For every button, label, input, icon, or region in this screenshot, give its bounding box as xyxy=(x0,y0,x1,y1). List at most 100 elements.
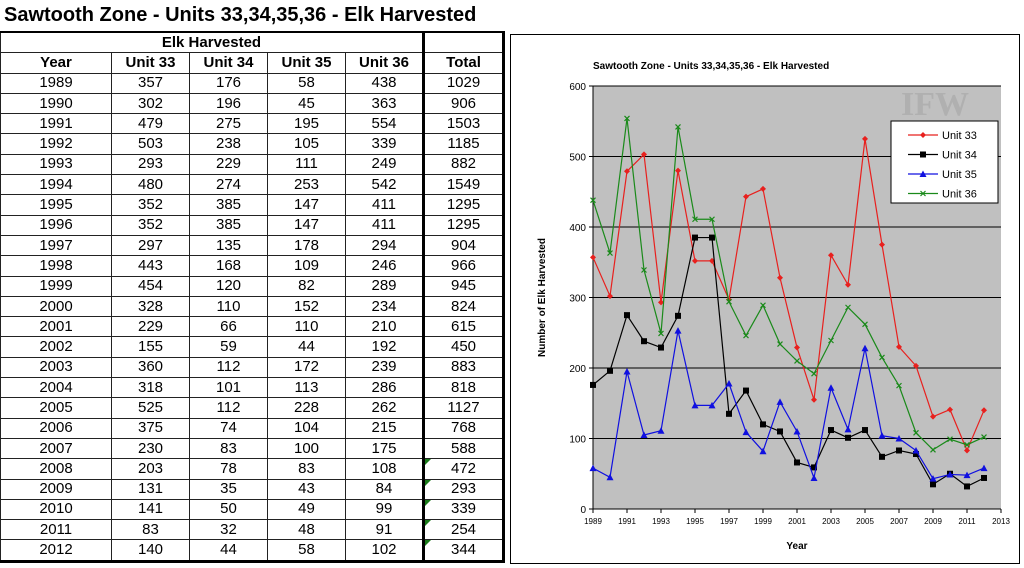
data-point-unit-35 xyxy=(725,380,733,387)
table-cell: 1295 xyxy=(446,196,481,214)
table-cell: 542 xyxy=(371,175,397,193)
data-point-unit-34 xyxy=(879,453,885,460)
table-cell: 229 xyxy=(137,317,164,335)
y-tick-label: 100 xyxy=(569,435,586,446)
data-point-unit-33 xyxy=(845,281,851,288)
table-cell: 78 xyxy=(220,459,237,477)
data-point-unit-34 xyxy=(743,387,749,394)
table-cell: 83 xyxy=(142,520,159,538)
data-point-unit-34 xyxy=(811,464,817,471)
table-row: 2010 141 50 49 99 339 xyxy=(0,498,505,521)
data-point-unit-34 xyxy=(964,483,970,490)
data-point-unit-36 xyxy=(692,216,698,223)
data-point-unit-33 xyxy=(879,241,885,248)
data-point-unit-35 xyxy=(946,470,954,478)
data-point-unit-34 xyxy=(794,459,800,466)
table-cell: 352 xyxy=(137,216,164,234)
data-point-unit-35 xyxy=(691,401,699,409)
table-cell: 210 xyxy=(371,317,397,335)
legend-marker-unit-33-icon xyxy=(920,132,926,138)
table-cell: 1295 xyxy=(446,216,481,234)
x-tick-label: 1993 xyxy=(652,517,670,526)
table-cell: 882 xyxy=(450,155,477,173)
table-cell: 100 xyxy=(293,439,320,457)
data-point-unit-35 xyxy=(844,425,852,433)
table-cell: 99 xyxy=(375,500,393,518)
table-cell: 1503 xyxy=(446,114,481,132)
table-cell: 262 xyxy=(371,398,397,416)
comment-flag-icon xyxy=(425,479,431,486)
data-point-unit-35 xyxy=(589,464,597,472)
x-tick-label: 2007 xyxy=(890,517,908,526)
table-cell: 2006 xyxy=(39,419,73,437)
table-cell: 411 xyxy=(372,216,396,234)
data-point-unit-36 xyxy=(879,354,885,361)
data-point-unit-34 xyxy=(777,428,783,435)
table-cell: 339 xyxy=(450,500,477,518)
data-point-unit-33 xyxy=(930,413,936,420)
legend-label: Unit 34 xyxy=(942,150,977,162)
data-point-unit-33 xyxy=(607,293,613,300)
table-cell: 32 xyxy=(220,520,237,538)
table-row: 1995 352 385 147 411 1295 xyxy=(0,194,505,216)
table-cell: 45 xyxy=(298,94,315,112)
table-cell: 2004 xyxy=(39,378,73,396)
data-point-unit-35 xyxy=(674,327,682,334)
group-header: Elk Harvested xyxy=(0,31,424,54)
table-cell: 239 xyxy=(371,358,397,376)
table-cell: 472 xyxy=(450,459,477,477)
table-cell: 289 xyxy=(371,277,397,295)
table-cell: 554 xyxy=(371,114,397,132)
data-point-unit-34 xyxy=(692,234,698,241)
table-cell: 363 xyxy=(371,94,397,112)
data-point-unit-36 xyxy=(913,429,919,436)
data-point-unit-36 xyxy=(896,382,902,389)
data-point-unit-33 xyxy=(794,344,800,351)
table-cell: 44 xyxy=(220,541,237,559)
table-cell: 141 xyxy=(137,500,164,518)
data-point-unit-34 xyxy=(624,312,630,319)
data-point-unit-34 xyxy=(658,344,664,351)
table-cell: 1029 xyxy=(446,74,481,92)
data-point-unit-35 xyxy=(912,446,920,454)
group-header-blank xyxy=(422,31,505,54)
table-cell: 2010 xyxy=(39,500,73,518)
table-cell: 113 xyxy=(294,378,319,396)
column-header: Total xyxy=(422,52,505,74)
comment-flag-icon xyxy=(425,540,431,547)
legend-label: Unit 35 xyxy=(942,169,977,181)
legend-marker-unit-35-icon xyxy=(919,170,927,177)
data-point-unit-34 xyxy=(828,427,834,434)
table-cell: 2008 xyxy=(39,459,73,477)
table-cell: 112 xyxy=(216,358,241,376)
table-cell: 176 xyxy=(215,74,242,92)
table-cell: 83 xyxy=(220,439,237,457)
table-cell: 293 xyxy=(450,480,477,498)
table-row: 2011 83 32 48 91 254 xyxy=(0,519,505,541)
table-cell: 479 xyxy=(137,114,164,132)
data-point-unit-33 xyxy=(641,151,647,158)
data-point-unit-34 xyxy=(862,427,868,434)
data-point-unit-33 xyxy=(590,254,596,261)
x-tick-label: 1995 xyxy=(686,517,704,526)
data-point-unit-34 xyxy=(607,367,613,374)
table-cell: 904 xyxy=(450,236,477,254)
table-cell: 230 xyxy=(137,439,164,457)
table-cell: 152 xyxy=(293,297,320,315)
table-cell: 101 xyxy=(215,378,242,396)
table-row: 2006 375 74 104 215 768 xyxy=(0,417,505,439)
table-cell: 525 xyxy=(137,398,164,416)
table-row: 1998 443 168 109 246 966 xyxy=(0,255,505,277)
data-point-unit-33 xyxy=(913,362,919,369)
table-cell: 2001 xyxy=(39,317,73,335)
x-tick-label: 2011 xyxy=(958,517,976,526)
data-point-unit-35 xyxy=(606,473,614,481)
table-row: 1993 293 229 111 249 882 xyxy=(0,153,505,176)
table-cell: 274 xyxy=(215,175,242,193)
y-tick-label: 500 xyxy=(569,153,586,164)
table-cell: 112 xyxy=(216,398,241,416)
y-tick-label: 400 xyxy=(569,223,586,234)
table-cell: 2012 xyxy=(39,541,73,559)
table-row: 2012 140 44 58 102 344 xyxy=(0,539,505,563)
x-tick-label: 2009 xyxy=(924,517,942,526)
